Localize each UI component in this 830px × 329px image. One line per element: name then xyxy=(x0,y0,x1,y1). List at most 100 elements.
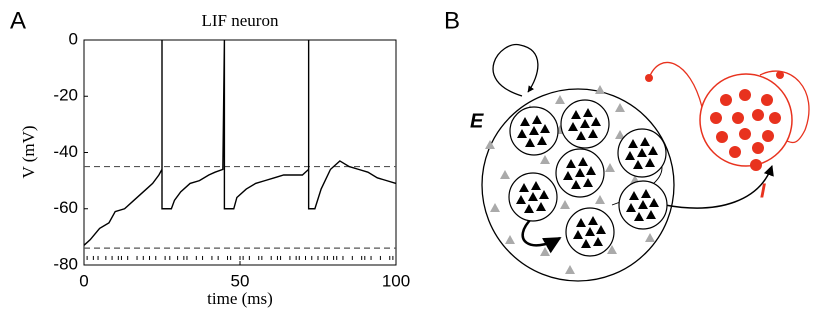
neuron-triangle xyxy=(628,139,638,148)
x-axis-label: time (ms) xyxy=(207,289,273,308)
neuron-triangle xyxy=(634,212,644,221)
y-axis-label: V (mV) xyxy=(19,125,38,178)
y-tick-label: -40 xyxy=(53,142,78,161)
y-tick-label: -60 xyxy=(53,198,78,217)
neuron-triangle xyxy=(588,216,598,225)
voltage-trace xyxy=(83,39,397,246)
neuron-triangle xyxy=(593,237,603,246)
neuron-triangle xyxy=(629,191,639,200)
x-tick-label: 0 xyxy=(79,271,88,290)
x-tick-label: 100 xyxy=(382,271,410,290)
neuron-triangle xyxy=(505,235,515,244)
neuron-triangle xyxy=(575,168,585,177)
neuron-triangle xyxy=(528,192,538,201)
inhibitory-neuron xyxy=(739,128,751,140)
neuron-triangle xyxy=(536,202,546,211)
neuron-triangle xyxy=(638,200,648,209)
neuron-triangle xyxy=(633,160,643,169)
synapse-dot xyxy=(776,71,784,79)
inhibitory-neuron xyxy=(710,112,722,124)
neuron-triangle xyxy=(537,136,547,145)
neuron-triangle xyxy=(580,119,590,128)
y-tick-label: 0 xyxy=(69,29,78,48)
inhibitory-neuron xyxy=(752,109,764,121)
neuron-triangle xyxy=(583,108,593,117)
neuron-triangle xyxy=(605,163,615,172)
neuron-triangle xyxy=(588,129,598,138)
e-label: E xyxy=(470,110,484,132)
neuron-triangle xyxy=(519,183,529,192)
neuron-triangle xyxy=(576,131,586,140)
inhibitory-neuron xyxy=(732,112,744,124)
neuron-triangle xyxy=(595,195,605,204)
panel-label: B xyxy=(444,7,460,34)
neuron-triangle xyxy=(637,148,647,157)
plot-frame xyxy=(83,39,397,266)
neuron-triangle xyxy=(532,115,542,124)
inhibitory-neuron xyxy=(750,159,762,171)
neuron-triangle xyxy=(585,227,595,236)
neuron-triangle xyxy=(578,157,588,166)
inhibitory-neuron xyxy=(739,89,751,101)
x-tick-label: 50 xyxy=(231,271,250,290)
neuron-triangle xyxy=(573,230,583,239)
neuron-triangle xyxy=(520,117,530,126)
chart-title: LIF neuron xyxy=(202,11,279,30)
neuron-triangle xyxy=(540,124,550,133)
inhibitory-neuron xyxy=(752,142,764,154)
neuron-triangle xyxy=(576,218,586,227)
neuron-triangle xyxy=(581,239,591,248)
neuron-triangle xyxy=(586,166,596,175)
chart-a: 0-20-40-60-800 50 100 xyxy=(53,29,410,290)
recurrent-arrow xyxy=(492,43,539,97)
synapse-dot xyxy=(645,74,653,82)
neuron-triangle xyxy=(641,189,651,198)
clusters xyxy=(485,85,781,274)
neuron-triangle xyxy=(517,129,527,138)
neuron-triangle xyxy=(649,198,659,207)
inhibitory-neuron xyxy=(762,130,774,142)
neuron-triangle xyxy=(645,158,655,167)
neuron-triangle xyxy=(626,203,636,212)
neuron-triangle xyxy=(566,159,576,168)
neuron-triangle xyxy=(595,85,605,94)
inhibitory-projection xyxy=(648,61,703,108)
neuron-triangle xyxy=(596,225,606,234)
i-label: I xyxy=(760,180,766,202)
neuron-triangle xyxy=(583,178,593,187)
neuron-triangle xyxy=(565,265,575,274)
neuron-triangle xyxy=(625,151,635,160)
neuron-triangle xyxy=(568,122,578,131)
inhibitory-neuron xyxy=(769,112,781,124)
neuron-triangle xyxy=(525,138,535,147)
neuron-triangle xyxy=(500,170,510,179)
neuron-triangle xyxy=(490,203,500,212)
neuron-triangle xyxy=(539,190,549,199)
inhibitory-neuron xyxy=(720,94,732,106)
neuron-triangle xyxy=(540,247,550,256)
inhibitory-neuron xyxy=(729,146,741,158)
neuron-triangle xyxy=(571,180,581,189)
neuron-triangle xyxy=(571,110,581,119)
e-to-i-arrow xyxy=(664,165,774,209)
neuron-triangle xyxy=(646,210,656,219)
inhibitory-neuron xyxy=(716,131,728,143)
y-tick-label: -20 xyxy=(53,86,78,105)
neuron-triangle xyxy=(640,137,650,146)
neuron-triangle xyxy=(524,204,534,213)
inhibitory-neuron xyxy=(761,94,773,106)
neuron-triangle xyxy=(516,195,526,204)
neuron-triangle xyxy=(615,130,625,139)
neuron-triangle xyxy=(540,155,550,164)
neuron-triangle xyxy=(563,171,573,180)
y-tick-label: -80 xyxy=(53,254,78,273)
cluster-self-arrow xyxy=(521,217,562,254)
neuron-triangle xyxy=(529,126,539,135)
panel-label: A xyxy=(10,7,26,34)
neuron-triangle xyxy=(648,146,658,155)
neuron-triangle xyxy=(555,95,565,104)
neuron-triangle xyxy=(607,245,617,254)
neuron-triangle xyxy=(531,181,541,190)
